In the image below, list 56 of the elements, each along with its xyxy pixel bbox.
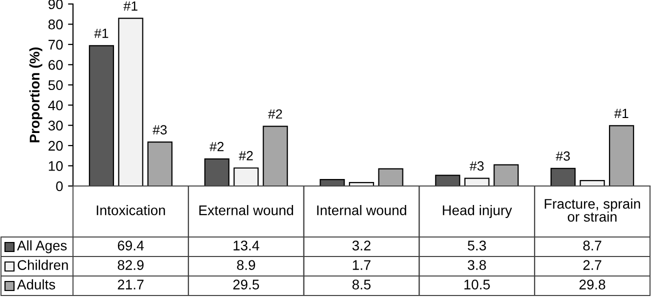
- x-tick-label: Intoxication: [96, 205, 165, 216]
- data-label: 8.7: [583, 240, 602, 250]
- annotation: #1: [614, 108, 628, 118]
- annotation: #1: [94, 28, 108, 38]
- data-label: 3.8: [468, 260, 486, 270]
- bar: [550, 168, 576, 186]
- annotation: #2: [210, 142, 224, 152]
- y-tick-label: 60: [48, 60, 63, 70]
- bar: [378, 168, 404, 186]
- bar: [262, 126, 288, 186]
- data-label: 10.5: [464, 280, 490, 290]
- annotation: #3: [556, 151, 570, 161]
- x-tick-label: Head injury: [442, 205, 512, 218]
- data-label: 29.8: [579, 280, 606, 290]
- annotation: #2: [268, 109, 282, 119]
- data-label: 5.3: [468, 240, 486, 250]
- x-tick-label: Internal wound: [317, 205, 406, 216]
- y-tick-label: 50: [48, 80, 63, 90]
- bar: [88, 45, 114, 186]
- y-tick-label: 30: [48, 120, 63, 131]
- data-label: 82.9: [118, 260, 144, 270]
- data-label: 29.5: [233, 280, 260, 290]
- annotation: #1: [123, 1, 138, 11]
- x-tick-label: External wound: [199, 205, 294, 216]
- y-tick-label: 40: [48, 100, 63, 110]
- bar: [204, 158, 230, 186]
- data-label: 69.4: [118, 240, 144, 250]
- y-tick-label: 10: [48, 161, 63, 171]
- annotation: #3: [470, 161, 484, 171]
- y-tick-label: 0: [56, 181, 63, 192]
- data-label: 3.2: [352, 240, 370, 250]
- annotation: #2: [238, 150, 253, 160]
- y-axis-title: Proportion (%): [29, 47, 42, 142]
- bar: [580, 180, 605, 186]
- bar: [435, 174, 460, 186]
- data-label: 21.7: [118, 280, 144, 290]
- legend-label: Children: [18, 260, 68, 270]
- y-tick-label: 80: [48, 20, 63, 30]
- annotation: #3: [152, 125, 167, 134]
- bar: [234, 167, 259, 186]
- bar: [320, 178, 345, 186]
- data-label: 8.9: [237, 260, 256, 270]
- bar: [494, 164, 519, 186]
- bar: [147, 142, 172, 186]
- bar: [608, 125, 634, 186]
- bar: [118, 18, 144, 186]
- data-label: 13.4: [234, 240, 260, 250]
- data-label: 8.5: [352, 280, 371, 290]
- x-tick-label: Fracture, sprain or strain: [544, 198, 640, 222]
- y-tick-label: 70: [48, 40, 63, 50]
- data-label: 2.7: [583, 260, 602, 270]
- legend-label: Adults: [17, 279, 56, 290]
- bar: [464, 178, 490, 186]
- data-label: 1.7: [352, 260, 370, 270]
- legend-label: All Ages: [17, 240, 67, 254]
- y-tick-label: 20: [48, 140, 63, 151]
